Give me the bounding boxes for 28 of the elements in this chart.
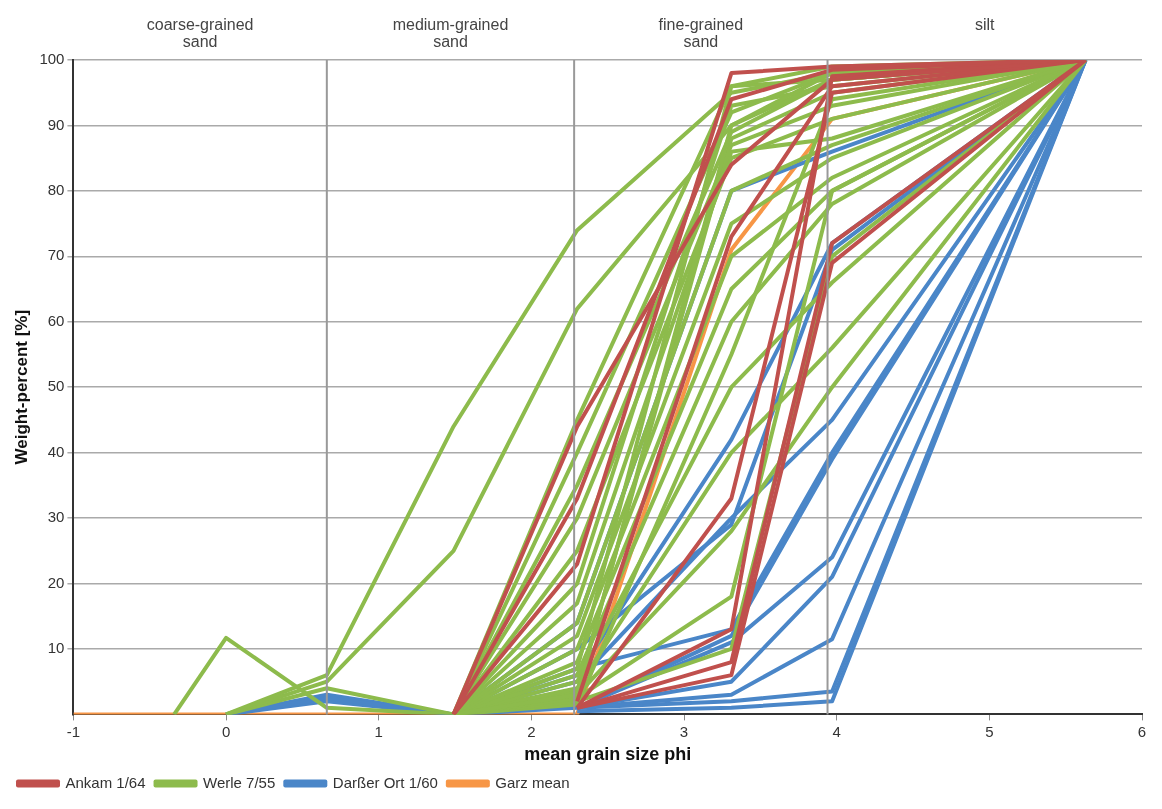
- x-tick-label: 3: [679, 722, 689, 740]
- text: fine-grained sand: [658, 16, 744, 50]
- x-tick-label: 2: [527, 722, 536, 740]
- legend-label: Darßer Ort 1/60: [332, 773, 438, 791]
- y-tick-label: 20: [47, 573, 65, 591]
- y-tick-label: 40: [47, 442, 65, 460]
- x-axis-title: mean grain size phi: [524, 744, 692, 765]
- y-tick-label: 100: [39, 50, 65, 68]
- legend-label: Werle 7/55: [203, 773, 276, 791]
- y-tick-label: 70: [47, 246, 65, 264]
- y-tick-label: 30: [47, 508, 65, 526]
- y-tick-label: 80: [47, 181, 65, 199]
- text: medium-grained sand: [392, 16, 509, 50]
- y-tick-label: 50: [47, 377, 65, 395]
- x-tick-label: 6: [1137, 722, 1147, 740]
- legend-label: Ankam 1/64: [65, 773, 146, 791]
- y-tick-label: 60: [47, 311, 65, 329]
- x-tick-label: 1: [374, 722, 383, 740]
- text: silt: [974, 16, 996, 33]
- y-tick-label: 10: [47, 639, 65, 657]
- x-tick-label: -1: [66, 722, 81, 740]
- text: coarse-grained sand: [146, 16, 254, 50]
- y-tick-label: 90: [47, 115, 65, 133]
- y-axis-title: Weight-percent [%]: [11, 309, 31, 465]
- x-tick-label: 5: [985, 722, 994, 740]
- legend-label: Garz mean: [495, 773, 570, 791]
- x-tick-label: 4: [832, 722, 841, 740]
- x-tick-label: 0: [221, 722, 231, 740]
